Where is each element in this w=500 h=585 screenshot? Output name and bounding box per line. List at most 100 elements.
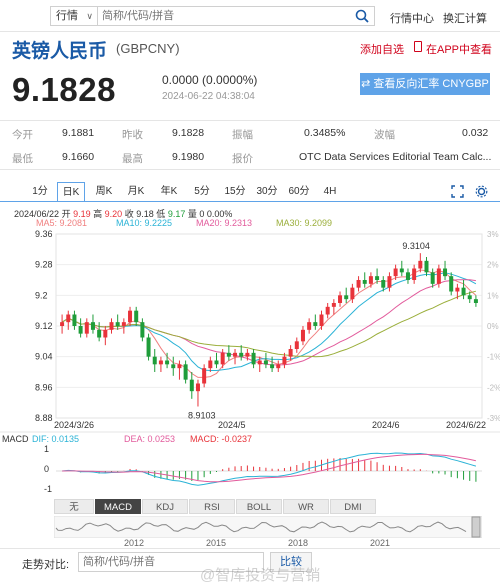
market-select[interactable]: 行情 ∨	[50, 6, 98, 26]
fx-calculator-link[interactable]: 换汇计算	[443, 13, 487, 25]
x-tick-label: 2024/5	[218, 420, 246, 430]
candle-body	[195, 383, 200, 392]
high-annotation: 9.3104	[402, 241, 430, 251]
candle-body	[263, 360, 268, 365]
tab-15min[interactable]: 15分	[224, 186, 246, 197]
volatility-label: 波幅	[374, 129, 395, 141]
tab-60min[interactable]: 60分	[288, 186, 310, 197]
candle-body	[226, 352, 231, 357]
compare-label: 走势对比:	[22, 559, 70, 571]
candle-body	[455, 287, 460, 292]
settings-icon[interactable]	[475, 185, 488, 198]
macd-y-tick: 0	[44, 464, 49, 474]
candle-body	[208, 360, 213, 369]
indicator-boll[interactable]: BOLL	[236, 499, 282, 514]
candle-body	[313, 322, 318, 326]
macd-value: DIF: 0.0135	[32, 434, 79, 444]
ohlc-close-label: 收	[124, 209, 134, 219]
candle-body	[399, 268, 404, 273]
candle-body	[387, 276, 392, 288]
tab-monthly[interactable]: 月K	[127, 186, 145, 197]
tab-5min[interactable]: 5分	[194, 186, 210, 197]
candle-body	[294, 341, 299, 349]
candle-body	[146, 337, 151, 357]
tab-daily[interactable]: 日K	[57, 182, 85, 202]
ma5-label: MA5: 9.2081	[36, 218, 88, 228]
ohlc-low-label: 低	[156, 209, 166, 219]
candle-body	[424, 260, 429, 273]
candle-body	[300, 329, 305, 342]
y-tick-label: 9.2	[35, 290, 48, 300]
period-tabs: 1分 日K 周K 月K 年K 5分 15分 30分 60分 4H	[0, 182, 500, 202]
candle-body	[202, 368, 207, 384]
candle-body	[177, 364, 182, 369]
ohlc-vol-label: 量	[187, 209, 197, 219]
candle-body	[473, 299, 478, 303]
indicator-rsi[interactable]: RSI	[189, 499, 235, 514]
quote-center-link[interactable]: 行情中心	[390, 13, 434, 25]
ohlc-high-label: 高	[93, 209, 103, 219]
prev-close-value: 9.1828	[172, 127, 205, 139]
candle-body	[412, 268, 417, 280]
market-select-label: 行情	[56, 10, 78, 22]
quote-timestamp: 2024-06-22 04:38:04	[162, 91, 255, 102]
add-favorite-link[interactable]: 添加自选	[360, 44, 404, 56]
y-tick-label: 9.12	[35, 321, 53, 331]
indicator-none[interactable]: 无	[54, 499, 94, 514]
tabs-divider	[0, 201, 500, 202]
ohlc-open-label: 开	[61, 209, 71, 219]
candlestick-chart[interactable]: 9.36 3% 9.28 2% 9.2 1% 9.12 0% 9.04 -1% 8.96 -2% 8.8…	[0, 226, 500, 496]
tab-4h[interactable]: 4H	[323, 186, 337, 197]
stats-table: 今开 9.1881 昨收 9.1828 振幅 0.3485% 波幅 0.032 …	[0, 120, 500, 170]
view-in-app-link[interactable]: 在APP中查看	[426, 44, 493, 56]
reverse-rate-button[interactable]: ⇄ 查看反向汇率 CNYGBP	[360, 73, 490, 95]
compare-button[interactable]: 比较	[270, 552, 312, 572]
range-navigator[interactable]	[54, 516, 482, 538]
ma20-label: MA20: 9.2313	[196, 218, 253, 228]
candle-body	[97, 329, 102, 338]
year-label: 2015	[206, 538, 227, 548]
y-tick-label: 9.28	[35, 260, 53, 270]
search-icon[interactable]	[354, 8, 370, 24]
navigator-handle[interactable]	[471, 516, 481, 538]
ma30-label: MA30: 9.2099	[276, 218, 333, 228]
tab-yearly[interactable]: 年K	[160, 186, 178, 197]
candle-body	[115, 322, 120, 326]
low-value: 9.1660	[62, 151, 95, 163]
candle-body	[362, 280, 367, 284]
indicator-dmi[interactable]: DMI	[330, 499, 376, 514]
candle-body	[239, 352, 244, 357]
candle-body	[60, 322, 65, 326]
ohlc-vol: 0 0.00%	[199, 209, 233, 219]
candle-body	[220, 352, 225, 365]
indicator-macd[interactable]: MACD	[95, 499, 141, 514]
candle-body	[381, 280, 386, 288]
pct-tick-label: 0%	[487, 322, 499, 331]
ohlc-high: 9.20	[104, 209, 123, 219]
low-label: 最低	[12, 153, 33, 165]
compare-input[interactable]	[78, 552, 264, 572]
indicator-kdj[interactable]: KDJ	[142, 499, 188, 514]
dea-line	[62, 453, 477, 483]
pct-tick-label: 1%	[487, 291, 499, 300]
search-input[interactable]	[98, 7, 338, 25]
y-tick-label: 9.04	[35, 352, 53, 362]
source-label: 报价	[232, 153, 253, 165]
candle-body	[66, 314, 71, 323]
ohlc-info: 2024/06/22 开 9.19 高 9.20 收 9.18 低 9.17 量…	[14, 207, 232, 220]
fullscreen-icon[interactable]	[451, 185, 464, 198]
open-label: 今开	[12, 129, 33, 141]
x-tick-label: 2024/6	[372, 420, 400, 430]
amplitude-label: 振幅	[232, 129, 253, 141]
indicator-wr[interactable]: WR	[283, 499, 329, 514]
candle-body	[183, 364, 188, 380]
instrument-code: (GBPCNY)	[116, 41, 180, 56]
candle-body	[257, 360, 262, 365]
tab-30min[interactable]: 30分	[256, 186, 278, 197]
candle-body	[350, 287, 355, 300]
y-tick-label: 9.36	[35, 229, 53, 239]
macd-y-tick: 1	[44, 444, 49, 454]
dif-line	[62, 452, 477, 486]
tab-weekly[interactable]: 周K	[95, 186, 113, 197]
tab-1min[interactable]: 1分	[32, 186, 48, 197]
